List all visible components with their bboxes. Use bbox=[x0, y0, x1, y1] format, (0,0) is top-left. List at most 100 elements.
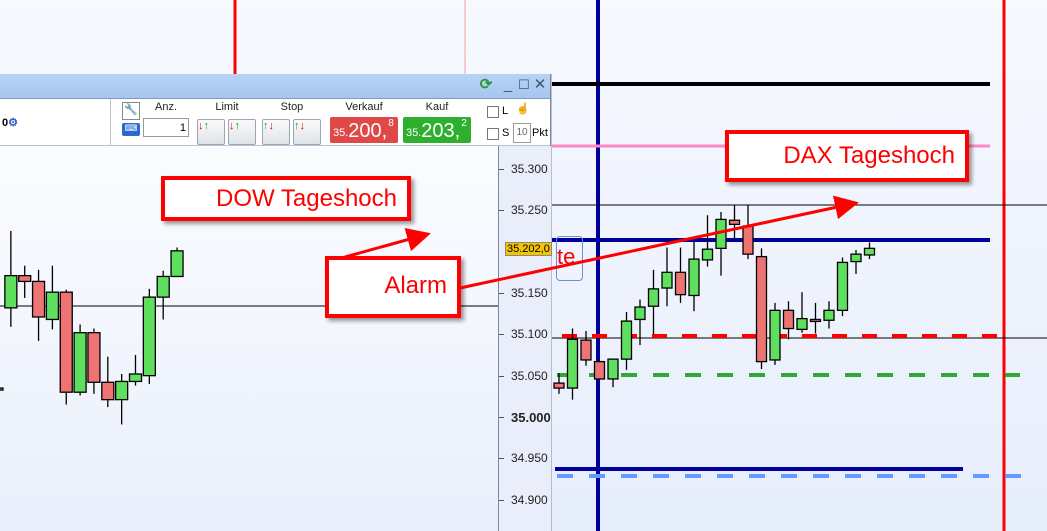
dax-candles bbox=[553, 204, 876, 400]
S-checkbox[interactable] bbox=[487, 128, 499, 140]
candle bbox=[128, 354, 143, 386]
candle-body-down bbox=[742, 225, 754, 255]
candle-body-up bbox=[836, 261, 849, 312]
candle-body-up bbox=[661, 271, 673, 289]
maximize-button[interactable]: ☐ bbox=[518, 77, 530, 92]
candle bbox=[170, 247, 184, 278]
candle-body-up bbox=[607, 358, 619, 380]
refresh-icon[interactable]: ⟳ bbox=[479, 76, 493, 93]
order-toolbar: 0⚙ 🔧 ⌨ Anz. Limit ↓↑ ↓↑ Stop ↑↓ ↑↓ Verka… bbox=[0, 99, 550, 146]
candle-body-down bbox=[31, 280, 46, 318]
candle bbox=[59, 289, 73, 405]
dow-high-annotation: DOW Tageshoch bbox=[161, 176, 411, 221]
partial-label: te bbox=[557, 244, 576, 269]
axis-tick-mark bbox=[499, 499, 504, 501]
current-price-marker: 35.202,0 bbox=[505, 242, 552, 256]
limit-sell-button[interactable]: ↓↑ bbox=[228, 119, 256, 145]
quantity-input[interactable] bbox=[143, 118, 189, 137]
stop-buy-button[interactable]: ↑↓ bbox=[262, 119, 290, 145]
candle-body-up bbox=[566, 338, 579, 389]
buy-fraction: 2 bbox=[461, 118, 467, 129]
sell-fraction: 8 bbox=[388, 118, 394, 129]
candle bbox=[115, 374, 129, 425]
axis-tick-mark bbox=[499, 458, 504, 460]
sell-button[interactable]: 35. 200, 8 bbox=[330, 117, 398, 143]
candle bbox=[0, 387, 4, 391]
candle bbox=[661, 247, 673, 307]
candle-body-up bbox=[715, 218, 727, 250]
candle bbox=[674, 247, 687, 303]
price-axis[interactable]: 35.300 35.250 35.150 35.100 35.050 35.000 34.9… bbox=[498, 146, 552, 531]
candle-body-up bbox=[142, 296, 157, 377]
candle-body-down bbox=[674, 271, 687, 296]
axis-tick-label: 35.100 bbox=[511, 327, 548, 342]
partial-label-box: te bbox=[556, 236, 583, 281]
candle bbox=[4, 230, 18, 327]
candle bbox=[742, 204, 754, 260]
keyboard-icon[interactable]: ⌨ bbox=[122, 123, 140, 136]
limit-buy-button[interactable]: ↓↑ bbox=[197, 119, 225, 145]
axis-tick-mark bbox=[499, 168, 504, 170]
hand-order-icon[interactable]: ☝ bbox=[516, 103, 530, 115]
candle bbox=[688, 240, 700, 312]
axis-tick-label: 35.000 bbox=[511, 410, 551, 425]
candle-body-up bbox=[823, 309, 835, 321]
candle bbox=[73, 324, 87, 396]
L-label: L bbox=[502, 105, 509, 117]
buy-prefix: 35. bbox=[406, 127, 422, 139]
candle bbox=[31, 269, 46, 341]
axis-tick-label: 35.150 bbox=[511, 285, 548, 300]
candle bbox=[142, 288, 157, 384]
candle bbox=[850, 250, 862, 274]
axis-tick-label: 35.300 bbox=[511, 161, 548, 176]
candle bbox=[863, 242, 876, 260]
candle-body-down bbox=[553, 382, 565, 389]
candle-body-up bbox=[796, 317, 808, 331]
candle bbox=[728, 205, 741, 239]
L-checkbox[interactable] bbox=[487, 106, 499, 118]
axis-tick-label: 35.250 bbox=[511, 203, 548, 218]
axis-tick-label: 34.900 bbox=[511, 492, 548, 507]
alarm-annotation: Alarm bbox=[325, 256, 461, 318]
title-bar[interactable]: ⟳ _ ☐ ✕ bbox=[0, 74, 550, 99]
candle-body-up bbox=[4, 274, 18, 309]
candle-body-up bbox=[73, 332, 87, 393]
points-input[interactable]: 10 bbox=[513, 123, 531, 143]
axis-tick-mark bbox=[499, 375, 504, 377]
candle-body-down bbox=[59, 291, 73, 393]
buy-label: Kauf bbox=[425, 101, 449, 113]
stop-sell-button[interactable]: ↑↓ bbox=[293, 119, 321, 145]
sell-prefix: 35. bbox=[333, 127, 349, 139]
settings-wrench-icon[interactable]: 🔧 bbox=[122, 102, 140, 120]
candle-body-down bbox=[580, 339, 592, 361]
gears-icon[interactable]: ⚙ bbox=[8, 117, 18, 129]
candle-body-up bbox=[170, 250, 184, 278]
candle bbox=[715, 211, 727, 276]
candle-body-up bbox=[701, 248, 714, 261]
candle-body-up bbox=[850, 253, 862, 263]
candle bbox=[580, 331, 592, 366]
buy-button[interactable]: 35. 203, 2 bbox=[403, 117, 471, 143]
candle bbox=[156, 270, 170, 320]
candle-body-down bbox=[728, 219, 741, 226]
candle-body-up bbox=[620, 320, 633, 360]
candle-body-up bbox=[863, 247, 876, 256]
candle-body-up bbox=[634, 306, 646, 321]
axis-tick-mark bbox=[499, 292, 504, 294]
close-button[interactable]: ✕ bbox=[533, 76, 547, 93]
candle bbox=[607, 358, 619, 388]
candle-body-down bbox=[593, 360, 606, 380]
axis-tick-mark bbox=[499, 210, 504, 212]
candle-body-up bbox=[115, 380, 129, 401]
S-label: S bbox=[502, 127, 510, 139]
candle bbox=[593, 360, 606, 380]
candle-body-down bbox=[87, 332, 101, 383]
candle bbox=[769, 302, 781, 365]
candle bbox=[836, 257, 849, 317]
candle bbox=[755, 248, 768, 370]
candle bbox=[634, 299, 646, 346]
minimize-button[interactable]: _ bbox=[503, 76, 513, 93]
trading-window: ⟳ _ ☐ ✕ 0⚙ 🔧 ⌨ Anz. Limit ↓↑ ↓↑ Stop ↑↓ … bbox=[0, 74, 552, 531]
candle bbox=[796, 292, 808, 333]
